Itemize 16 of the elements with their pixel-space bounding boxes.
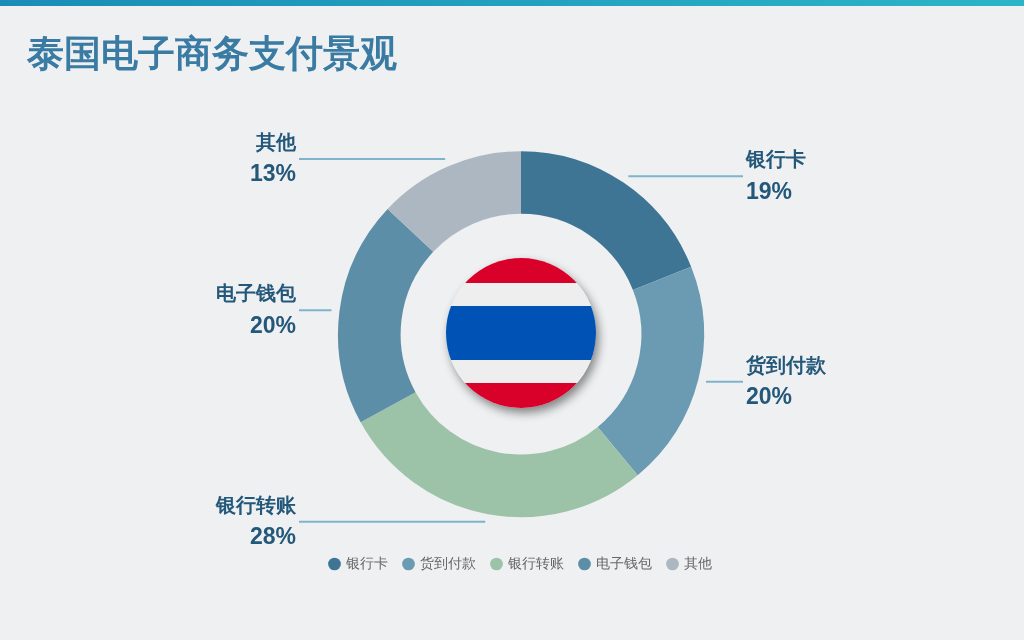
slice-label: 银行卡 [745, 147, 806, 172]
slice-label: 货到付款 [745, 352, 827, 377]
legend-label: 银行卡 [345, 554, 388, 571]
legend-label: 银行转账 [507, 554, 564, 571]
data-label: 20% [746, 383, 793, 410]
slice-label: 银行转账 [215, 493, 297, 518]
slice-label: 其他 [255, 130, 297, 155]
slice-label: 电子钱包 [216, 281, 297, 306]
data-label: 28% [249, 523, 296, 550]
data-label: 13% [249, 160, 296, 187]
data-label: 19% [746, 177, 793, 204]
chart-title: 泰国电子商务支付景观 [26, 31, 397, 75]
legend-label: 其他 [684, 554, 712, 571]
legend-label: 货到付款 [420, 554, 476, 571]
legend-label: 电子钱包 [596, 554, 652, 571]
data-label: 20% [249, 311, 296, 338]
